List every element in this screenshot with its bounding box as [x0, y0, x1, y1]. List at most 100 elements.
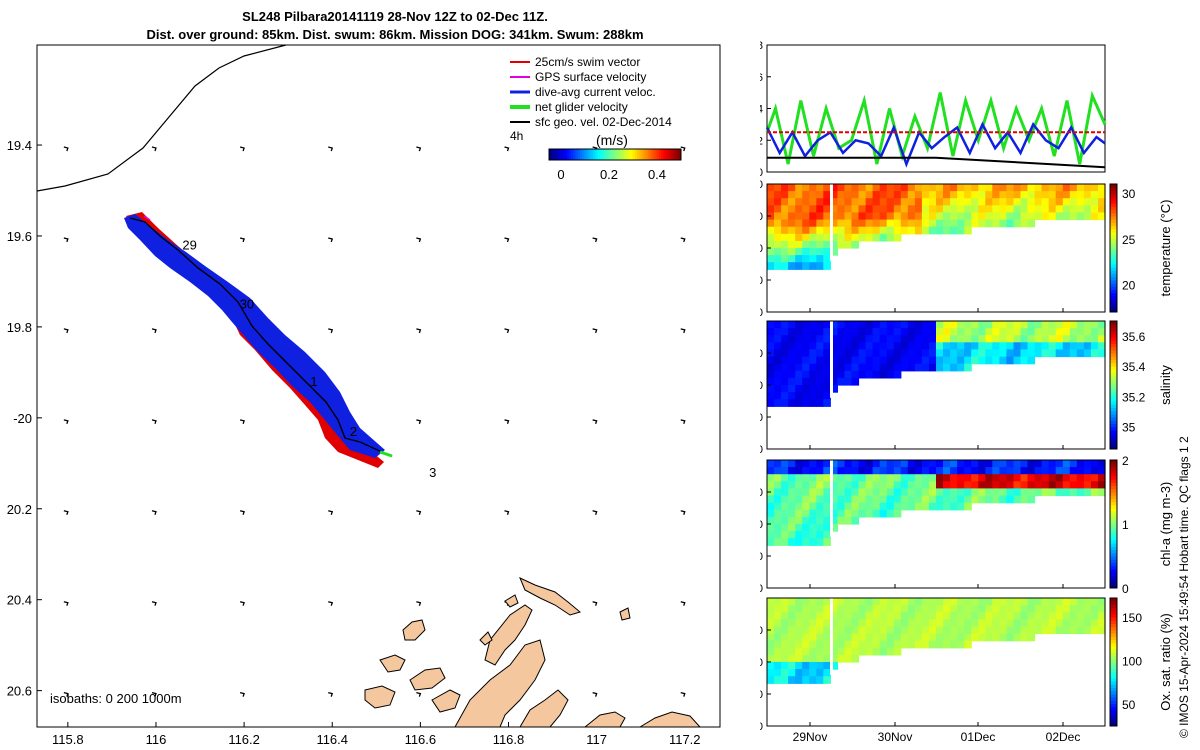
heatmap-cell [936, 502, 944, 511]
heatmap-cell [844, 626, 853, 635]
heatmap-cell [999, 205, 1007, 213]
heatmap-cell [858, 212, 867, 221]
heatmap-cell [1055, 619, 1064, 627]
heatmap-cell [795, 240, 803, 249]
heatmap-cell [774, 633, 782, 642]
panel-colorbar-cell [1110, 556, 1117, 560]
heatmap-cell [964, 626, 972, 635]
heatmap-cell [851, 328, 860, 336]
geo-velocity-arrow [592, 510, 598, 515]
heatmap-cell [1020, 605, 1029, 613]
heatmap-cell [767, 619, 775, 627]
heatmap-cell [1048, 198, 1057, 206]
heatmap-cell [809, 392, 817, 400]
heatmap-cell [1027, 356, 1036, 365]
heatmap-cell [900, 598, 909, 606]
heatmap-cell [1020, 335, 1029, 343]
heatmap-cell [907, 640, 916, 649]
heatmap-cell [823, 399, 831, 407]
geo-velocity-arrow [504, 510, 510, 515]
heatmap-cell [999, 191, 1007, 199]
heatmap-cell [802, 662, 810, 670]
heatmap-cell [1006, 205, 1014, 213]
heatmap-cell [1006, 219, 1014, 228]
heatmap-cell [844, 612, 853, 620]
heatmap-cell [1090, 342, 1099, 350]
panel-colorbar-cell [1110, 520, 1117, 525]
heatmap-cell [872, 647, 881, 656]
colorbar-cell [606, 149, 609, 160]
colorbar-cell [656, 149, 660, 160]
panel-colorbar-cell [1110, 308, 1117, 313]
heatmap-cell [816, 654, 824, 663]
heatmap-cell [774, 619, 782, 627]
heatmap-cell [1013, 481, 1022, 489]
panel-colorbar-cell [1110, 469, 1117, 474]
heatmap-cell [1076, 626, 1085, 635]
heatmap-cell [1076, 460, 1085, 468]
heatmap-cell [844, 460, 853, 468]
heatmap-cell [879, 205, 888, 213]
heatmap-cell [823, 248, 831, 256]
heatmap-cell [774, 342, 782, 350]
heatmap-cell [1055, 212, 1064, 221]
heatmap-cell [858, 467, 867, 475]
heatmap-cell [872, 488, 881, 497]
heatmap-cell [788, 262, 796, 270]
heatmap-cell [1034, 184, 1043, 192]
heatmap-cell [795, 184, 803, 192]
heatmap-cell [1006, 474, 1014, 482]
heatmap-cell [957, 321, 965, 329]
heatmap-cell [1027, 467, 1036, 475]
heatmap-cell [851, 640, 860, 649]
panel-colorbar-cell [1110, 658, 1117, 663]
heatmap-cell [781, 198, 789, 206]
heatmap-cell [1098, 460, 1106, 468]
geo-velocity-arrow [680, 510, 686, 515]
heatmap-cell [886, 212, 895, 221]
heatmap-cell [844, 481, 853, 489]
geo-velocity-arrow [416, 328, 422, 334]
heatmap-cell [957, 474, 965, 482]
heatmap-cell [1098, 481, 1106, 489]
map-ytick-label: 19.8 [7, 320, 32, 335]
panel-colorbar-cell [1110, 349, 1117, 354]
map-ytick-label: 20.4 [7, 593, 32, 608]
panel-colorbar-cell [1110, 257, 1117, 262]
heatmap-cell [893, 619, 902, 627]
heatmap-cell [999, 349, 1007, 358]
colorbar-cell [663, 149, 667, 160]
heatmap-cell [816, 488, 824, 497]
heatmap-cell [865, 321, 874, 329]
heatmap-cell [879, 233, 888, 242]
heatmap-cell [914, 467, 923, 475]
heatmap-cell [978, 495, 986, 504]
heatmap-cell [809, 633, 817, 642]
heatmap-cell [1048, 342, 1057, 350]
heatmap-cell [1055, 474, 1064, 482]
heatmap-cell [907, 328, 916, 336]
depth-tick-label: 150 [760, 689, 763, 701]
panel-colorbar-cell [1110, 337, 1117, 341]
heatmap-cell [837, 198, 845, 206]
heatmap-cell [943, 481, 951, 489]
heatmap-cell [886, 191, 895, 199]
heatmap-cell [929, 226, 937, 235]
heatmap-cell [865, 328, 874, 336]
heatmap-cell [943, 342, 951, 350]
heatmap-cell [879, 619, 888, 627]
heatmap-cell [1006, 212, 1014, 221]
heatmap-cell [795, 385, 803, 393]
heatmap-cell [809, 385, 817, 393]
heatmap-cell [900, 363, 909, 372]
panel-colorbar-tick: 1 [1122, 518, 1129, 532]
heatmap-cell [1083, 349, 1092, 358]
heatmap-cell [914, 205, 923, 213]
heatmap-cell [929, 467, 937, 475]
heatmap-cell [936, 328, 944, 336]
heatmap-cell [858, 605, 867, 613]
heatmap-cell [795, 460, 803, 468]
heatmap-cell [914, 481, 923, 489]
